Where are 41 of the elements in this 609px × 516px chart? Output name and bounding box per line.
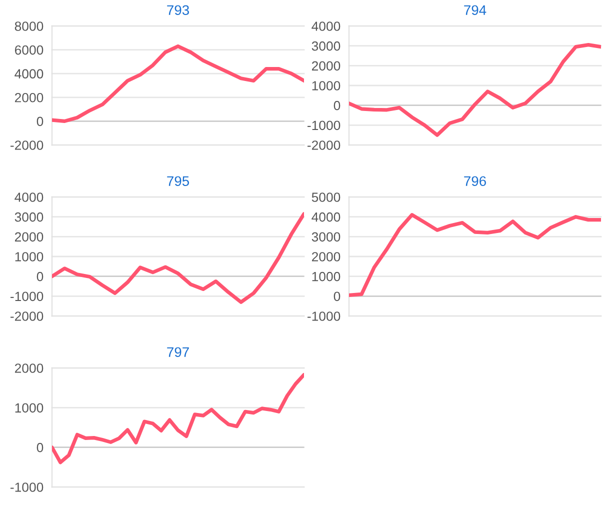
line-series	[52, 44, 304, 124]
y-tick-label: 0	[334, 100, 340, 110]
y-tick-label: -1000	[10, 482, 44, 492]
y-tick-label: 0	[36, 116, 44, 126]
line-series	[349, 43, 601, 137]
y-tick-label: 1000	[312, 81, 340, 90]
y-tick-label: 0	[36, 442, 44, 452]
y-tick-label: 3000	[312, 232, 340, 242]
line-series	[52, 212, 304, 304]
y-tick-label: -2000	[308, 140, 340, 150]
line-series	[349, 213, 601, 297]
y-tick-label: 6000	[14, 45, 44, 55]
y-tick-label: -2000	[10, 140, 44, 150]
line-series	[52, 372, 304, 464]
chart-title: 794	[464, 5, 486, 16]
y-tick-label: 4000	[14, 192, 44, 202]
y-tick-label: 8000	[14, 22, 44, 31]
y-tick-label: 1000	[15, 252, 44, 262]
y-tick-label: 1000	[15, 403, 44, 413]
y-tick-label: 0	[334, 292, 340, 302]
y-tick-label: -1000	[308, 312, 340, 321]
y-tick-label: -1000	[10, 292, 44, 302]
y-tick-label: 0	[36, 272, 44, 282]
y-tick-label: 3000	[312, 41, 340, 51]
y-tick-label: 2000	[312, 61, 340, 71]
y-tick-label: 4000	[312, 22, 340, 31]
y-tick-label: 4000	[14, 69, 44, 79]
y-tick-label: 2000	[312, 252, 340, 262]
chart-title: 796	[464, 176, 486, 186]
y-tick-label: 4000	[312, 212, 340, 222]
chart-title: 795	[167, 176, 190, 186]
y-tick-label: 2000	[14, 364, 44, 373]
y-tick-label: -2000	[10, 312, 44, 321]
y-tick-label: 5000	[312, 192, 340, 202]
y-tick-label: 1000	[312, 272, 340, 282]
y-tick-label: 3000	[14, 212, 44, 222]
y-tick-label: 2000	[14, 92, 44, 102]
y-tick-label: -1000	[308, 120, 340, 130]
y-tick-label: 2000	[14, 232, 44, 242]
chart-title: 793	[167, 5, 189, 16]
chart-title: 797	[167, 347, 189, 358]
